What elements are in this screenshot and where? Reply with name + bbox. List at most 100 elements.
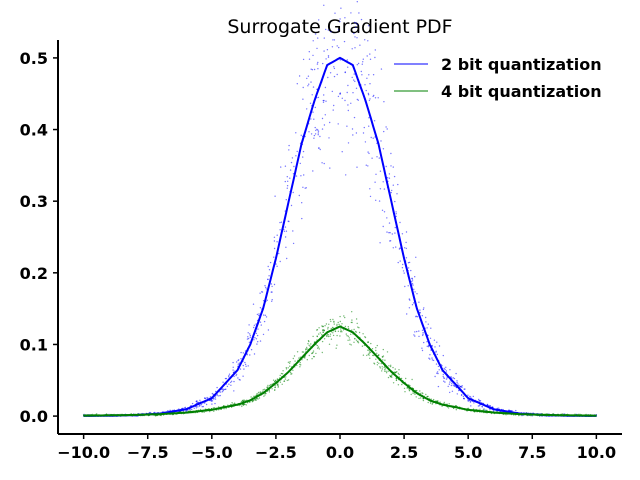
scatter-point (246, 338, 249, 340)
scatter-point (339, 315, 341, 318)
scatter-point (431, 357, 433, 359)
scatter-point (228, 383, 230, 385)
scatter-point (274, 385, 276, 387)
scatter-point (353, 32, 355, 35)
scatter-point (328, 343, 331, 345)
scatter-point (367, 40, 369, 42)
scatter-point (421, 349, 424, 352)
scatter-point (449, 391, 451, 394)
scatter-point (385, 372, 388, 374)
scatter-point (451, 390, 454, 392)
scatter-point (399, 221, 401, 224)
scatter-point (438, 345, 441, 347)
scatter-point (298, 75, 301, 77)
scatter-point (327, 56, 330, 58)
scatter-point (256, 313, 259, 316)
scatter-point (378, 362, 380, 364)
scatter-point (350, 102, 352, 105)
scatter-point (434, 375, 436, 378)
scatter-point (314, 133, 317, 135)
scatter-point (372, 74, 375, 76)
scatter-point (341, 323, 343, 325)
scatter-point (286, 379, 288, 382)
scatter-point (312, 335, 314, 338)
scatter-point (416, 330, 418, 333)
scatter-point (361, 74, 363, 76)
scatter-point (317, 37, 319, 39)
scatter-point (330, 338, 333, 340)
scatter-point (416, 316, 419, 318)
scatter-point (374, 181, 376, 183)
scatter-point (374, 56, 376, 59)
scatter-point (259, 307, 262, 309)
scatter-point (160, 414, 162, 417)
scatter-point (367, 341, 369, 343)
scatter-point (445, 366, 447, 368)
scatter-point (239, 368, 242, 370)
scatter-point (274, 381, 276, 383)
scatter-point (316, 47, 318, 50)
scatter-point (401, 383, 403, 386)
scatter-point (334, 330, 337, 333)
scatter-point (398, 369, 400, 371)
scatter-point (289, 365, 291, 367)
scatter-point (368, 354, 370, 356)
scatter-point (300, 364, 302, 366)
scatter-point (299, 361, 301, 364)
scatter-point (355, 22, 357, 24)
scatter-point (249, 336, 251, 338)
scatter-point (351, 329, 353, 331)
scatter-point (477, 405, 480, 407)
scatter-point (317, 129, 319, 131)
scatter-point (225, 407, 227, 410)
scatter-point (364, 141, 367, 143)
scatter-point (447, 407, 450, 409)
scatter-point (378, 157, 380, 159)
scatter-point (382, 148, 385, 150)
scatter-point (422, 392, 424, 395)
scatter-point (267, 265, 269, 268)
scatter-point (261, 291, 264, 293)
scatter-point (364, 84, 366, 86)
scatter-point (467, 399, 469, 401)
scatter-point (327, 335, 330, 338)
scatter-point (264, 394, 266, 396)
series-line (83, 325, 597, 417)
scatter-point (265, 288, 267, 290)
scatter-point (366, 77, 368, 80)
scatter-point (271, 388, 273, 390)
scatter-point (249, 354, 251, 356)
scatter-point (505, 414, 507, 416)
scatter-point (324, 114, 326, 116)
scatter-point (241, 405, 243, 408)
scatter-point (443, 367, 445, 370)
scatter-point (427, 401, 429, 404)
x-tick-label: −5.0 (191, 443, 233, 462)
scatter-point (209, 410, 211, 413)
scatter-point (376, 156, 378, 158)
scatter-point (396, 193, 398, 195)
scatter-point (429, 354, 431, 356)
scatter-point (385, 126, 387, 128)
scatter-point (268, 391, 271, 393)
scatter-point (334, 12, 336, 14)
scatter-point (438, 369, 440, 371)
scatter-point (380, 140, 382, 142)
scatter-point (235, 374, 237, 377)
scatter-point (386, 177, 389, 179)
scatter-point (393, 175, 396, 178)
scatter-point (392, 247, 394, 249)
scatter-point (306, 359, 308, 361)
scatter-point (351, 76, 353, 79)
scatter-point (327, 76, 329, 79)
scatter-point (481, 406, 483, 408)
scatter-point (404, 285, 406, 288)
scatter-point (328, 323, 330, 325)
scatter-point (353, 341, 355, 343)
scatter-point (353, 21, 356, 24)
scatter-point (355, 318, 358, 320)
scatter-point (430, 327, 432, 329)
scatter-point (337, 29, 340, 31)
scatter-point (309, 102, 312, 105)
scatter-point (382, 181, 384, 183)
